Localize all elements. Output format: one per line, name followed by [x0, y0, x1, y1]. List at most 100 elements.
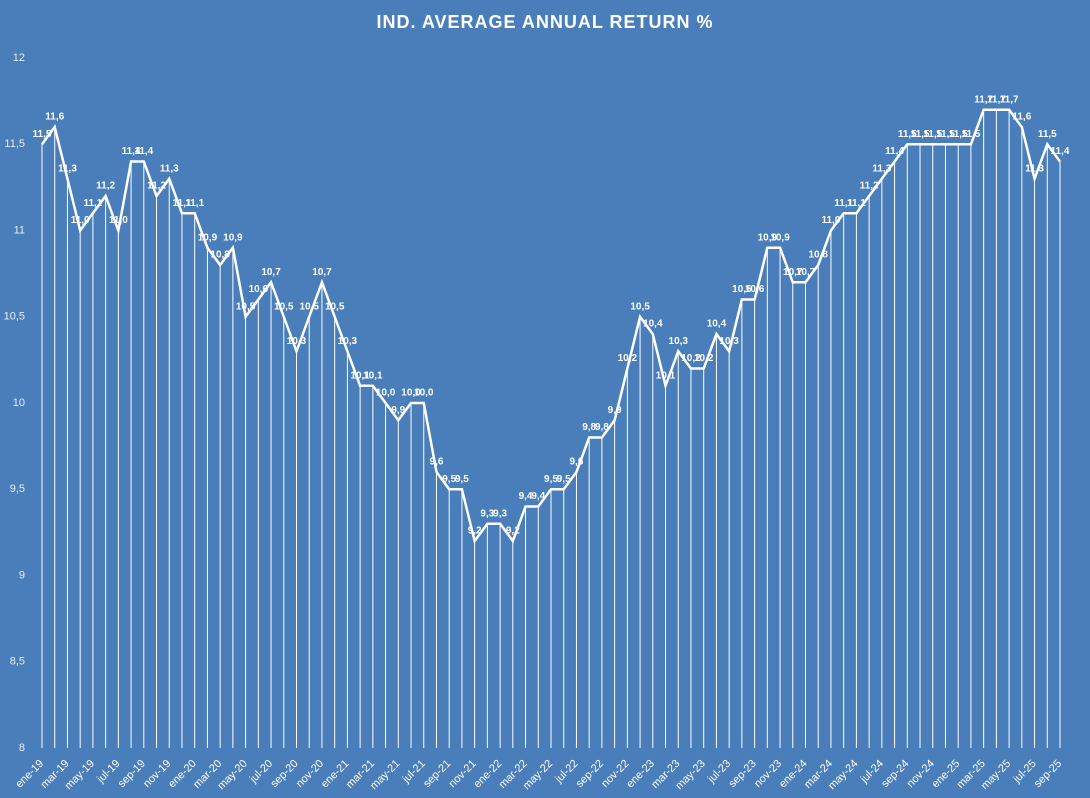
data-label: 10,3	[287, 336, 307, 347]
data-label: 9,5	[544, 474, 558, 485]
data-label: 10,5	[274, 301, 294, 312]
data-label: 10,2	[618, 353, 638, 364]
data-label: 10,0	[401, 388, 421, 399]
data-label: 10,6	[249, 284, 269, 295]
data-label: 10,6	[745, 284, 765, 295]
data-label: 9,5	[557, 474, 571, 485]
data-label: 9,8	[595, 422, 609, 433]
data-label: 10,7	[783, 267, 803, 278]
data-label: 11,5	[961, 129, 980, 140]
data-label: 11,5	[936, 129, 955, 140]
data-label: 11,5	[949, 129, 968, 140]
data-label: 10,7	[261, 267, 281, 278]
y-tick-label: 10,5	[4, 311, 25, 323]
data-label: 9,2	[468, 526, 482, 537]
data-label: 11,2	[860, 181, 879, 192]
data-label: 11,1	[847, 198, 866, 209]
data-label: 10,1	[656, 370, 676, 381]
data-label: 10,9	[770, 232, 790, 243]
y-tick-label: 8,5	[10, 656, 25, 668]
data-label: 10,7	[796, 267, 816, 278]
data-label: 11,1	[83, 198, 102, 209]
data-label: 11,2	[96, 181, 115, 192]
data-label: 10,9	[758, 232, 778, 243]
data-label: 10,9	[198, 232, 218, 243]
y-tick-label: 11,5	[4, 138, 25, 150]
data-label: 9,3	[493, 508, 507, 519]
data-label: 10,4	[707, 319, 727, 330]
data-label: 11,1	[173, 198, 192, 209]
data-label: 10,9	[223, 232, 243, 243]
data-label: 10,4	[643, 319, 663, 330]
data-label: 9,6	[569, 457, 583, 468]
data-label: 10,1	[363, 370, 383, 381]
data-label: 9,5	[442, 474, 456, 485]
data-label: 11,7	[1000, 94, 1019, 105]
data-label: 11,7	[987, 94, 1006, 105]
data-label: 9,4	[531, 491, 545, 502]
x-tick-label: sep-24	[879, 758, 911, 790]
data-label: 11,1	[185, 198, 204, 209]
data-label: 11,7	[974, 94, 993, 105]
y-tick-label: 12	[13, 52, 25, 64]
data-label: 10,3	[669, 336, 689, 347]
data-label: 11,0	[821, 215, 840, 226]
data-label: 11,4	[1051, 146, 1070, 157]
data-label: 9,9	[608, 405, 622, 416]
y-tick-label: 8	[19, 742, 25, 754]
data-label: 10,5	[236, 301, 256, 312]
x-tick-label: sep-21	[421, 758, 453, 790]
data-label: 9,9	[391, 405, 405, 416]
data-label: 11,5	[1038, 129, 1057, 140]
data-label: 10,3	[338, 336, 358, 347]
data-label: 11,0	[109, 215, 128, 226]
data-label: 9,2	[506, 526, 520, 537]
data-label: 10,5	[325, 301, 345, 312]
data-label: 10,8	[210, 250, 230, 261]
y-tick-label: 9	[19, 569, 25, 581]
data-label: 11,3	[160, 163, 179, 174]
y-tick-label: 10	[13, 397, 25, 409]
data-label: 9,8	[582, 422, 596, 433]
data-label: 9,5	[455, 474, 469, 485]
data-label: 11,4	[122, 146, 141, 157]
data-label: 11,0	[71, 215, 90, 226]
data-label: 11,5	[33, 129, 52, 140]
data-label: 11,3	[58, 163, 77, 174]
data-label: 11,5	[911, 129, 930, 140]
x-tick-label: sep-20	[268, 758, 300, 790]
data-label: 11,6	[45, 112, 64, 123]
x-tick-label: sep-19	[116, 758, 148, 790]
data-label: 9,4	[519, 491, 533, 502]
data-label: 11,5	[923, 129, 942, 140]
x-tick-label: sep-22	[574, 758, 606, 790]
data-label: 10,5	[630, 301, 650, 312]
y-tick-label: 9,5	[10, 483, 25, 495]
data-label: 11,3	[872, 163, 891, 174]
line	[40, 108, 1062, 544]
data-label: 10,7	[312, 267, 332, 278]
x-tick-label: sep-23	[727, 758, 759, 790]
data-label: 11,3	[1025, 163, 1044, 174]
data-label: 11,6	[1012, 112, 1031, 123]
chart-title: IND. AVERAGE ANNUAL RETURN %	[376, 12, 713, 32]
data-label: 10,0	[376, 388, 396, 399]
data-label: 10,0	[414, 388, 434, 399]
data-label: 10,1	[350, 370, 370, 381]
y-tick-label: 11	[14, 224, 25, 236]
data-label: 10,6	[732, 284, 752, 295]
data-label: 9,3	[480, 508, 494, 519]
data-label: 11,4	[885, 146, 904, 157]
data-label: 9,6	[430, 457, 444, 468]
data-label: 11,2	[147, 181, 166, 192]
data-label: 10,8	[808, 250, 828, 261]
data-label: 10,5	[299, 301, 319, 312]
data-label: 10,3	[719, 336, 739, 347]
x-tick-label: sep-25	[1032, 758, 1064, 790]
data-label: 11,4	[134, 146, 153, 157]
data-label: 10,2	[694, 353, 714, 364]
data-label: 11,5	[898, 129, 917, 140]
data-label: 10,2	[681, 353, 701, 364]
data-label: 11,1	[834, 198, 853, 209]
